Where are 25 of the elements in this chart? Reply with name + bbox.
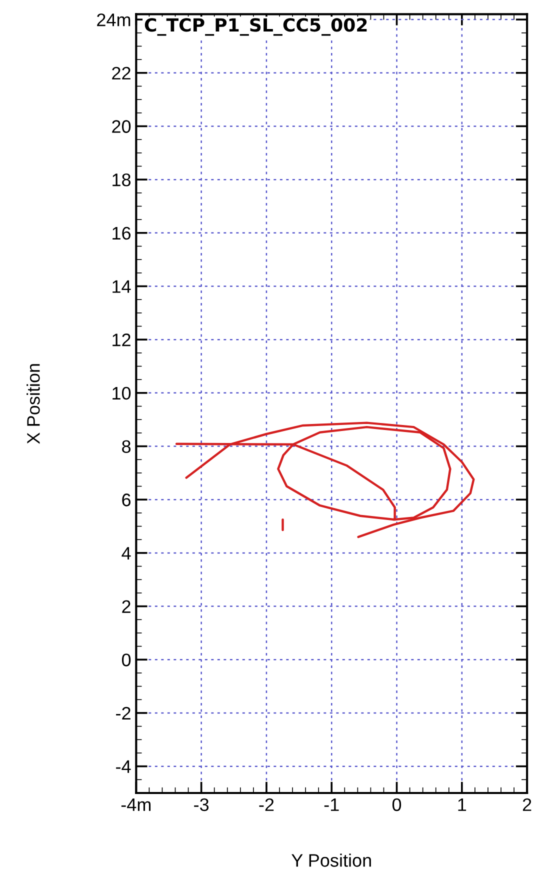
y-tick-label: 12 [112,334,130,346]
y-tick-label: 14 [112,280,131,293]
x-tick-label: -1 [324,798,339,811]
y-tick-label: 4 [122,547,131,560]
y-tick-label: -2 [116,706,130,720]
y-tick-label: -4 [116,760,131,773]
y-tick-label: 20 [112,120,131,133]
x-tick-label: -2 [259,798,274,811]
y-tick-label: 10 [112,386,131,400]
chart-title: C_TCP_P1_SL_CC5_002 [144,18,367,36]
y-tick-label: 6 [122,494,131,506]
y-tick-label: 16 [112,226,131,240]
y-tick-label: 8 [122,440,131,453]
x-axis-title: Y Position [292,854,371,867]
y-tick-label: 22 [112,66,130,80]
y-tick-label: 2 [122,600,130,613]
y-tick-label: 18 [112,174,131,186]
x-tick-label: 1 [458,798,466,811]
x-tick-label: 2 [522,798,532,811]
y-tick-label: 0 [122,654,131,666]
y-axis-title: X Position [26,364,40,444]
x-tick-label: -4m [121,798,151,811]
x-tick-label: -3 [194,798,209,812]
x-tick-label: 0 [392,798,402,812]
y-tick-label: 24m [97,13,130,26]
